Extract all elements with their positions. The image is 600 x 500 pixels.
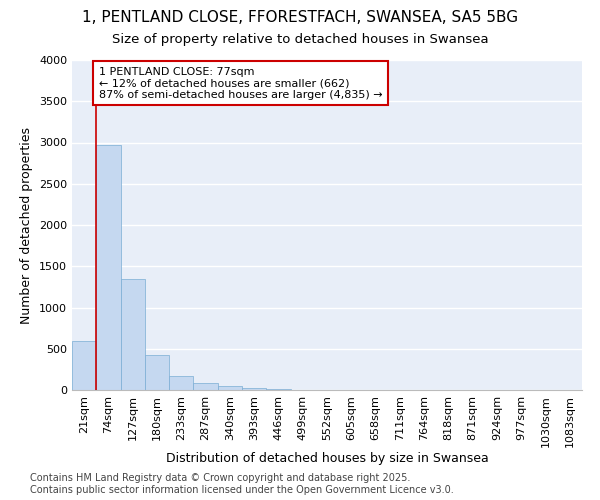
Bar xyxy=(72,340,96,390)
Bar xyxy=(121,280,145,390)
Text: Size of property relative to detached houses in Swansea: Size of property relative to detached ho… xyxy=(112,32,488,46)
Y-axis label: Number of detached properties: Number of detached properties xyxy=(20,126,34,324)
Bar xyxy=(169,376,193,390)
Bar xyxy=(242,388,266,390)
Text: Contains HM Land Registry data © Crown copyright and database right 2025.
Contai: Contains HM Land Registry data © Crown c… xyxy=(30,474,454,495)
Bar xyxy=(145,354,169,390)
Bar xyxy=(218,386,242,390)
X-axis label: Distribution of detached houses by size in Swansea: Distribution of detached houses by size … xyxy=(166,452,488,466)
Text: 1 PENTLAND CLOSE: 77sqm
← 12% of detached houses are smaller (662)
87% of semi-d: 1 PENTLAND CLOSE: 77sqm ← 12% of detache… xyxy=(99,66,382,100)
Text: 1, PENTLAND CLOSE, FFORESTFACH, SWANSEA, SA5 5BG: 1, PENTLAND CLOSE, FFORESTFACH, SWANSEA,… xyxy=(82,10,518,25)
Bar xyxy=(96,145,121,390)
Bar xyxy=(193,382,218,390)
